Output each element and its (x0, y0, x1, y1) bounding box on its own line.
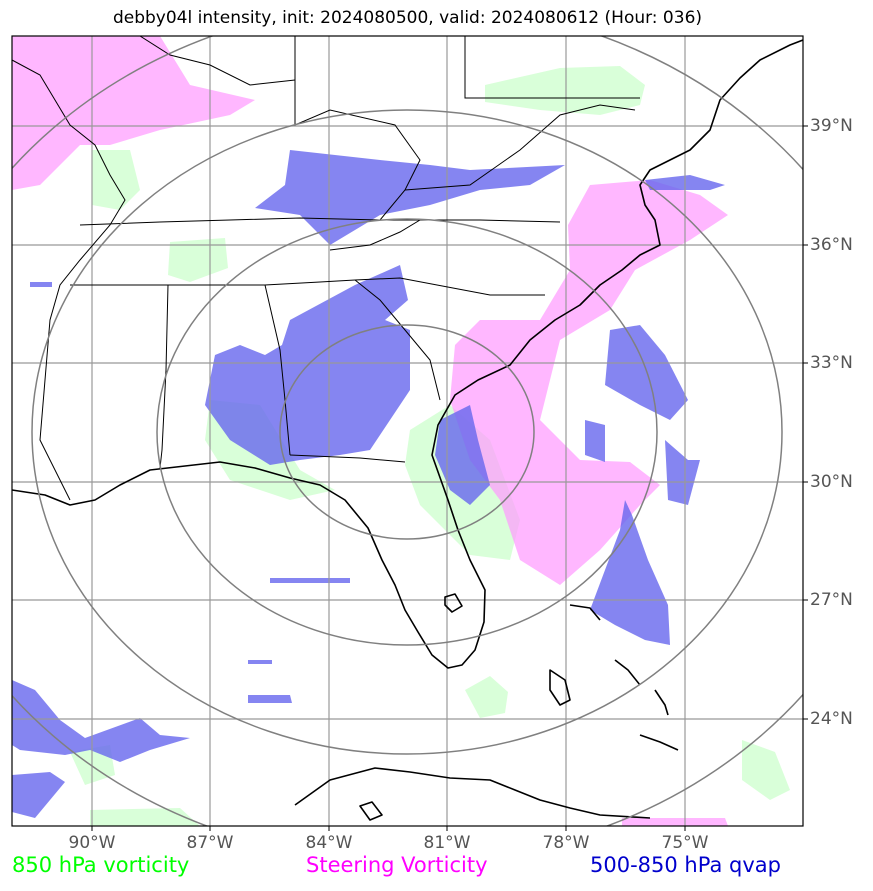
lon-label-87w: 87°W (186, 833, 234, 853)
qvap-area (30, 282, 52, 287)
axis-ticks (91, 125, 808, 831)
qvap-area (585, 420, 605, 462)
steering-vorticity-area (622, 818, 728, 826)
lat-label-27n: 27°N (810, 590, 853, 610)
range-rings (12, 36, 803, 826)
steering-vorticity-area (12, 36, 255, 190)
lon-label-90w: 90°W (68, 833, 116, 853)
qvap-area (12, 772, 65, 818)
graticule (12, 36, 803, 826)
lat-label-24n: 24°N (810, 709, 853, 729)
legend-qvap: 500-850 hPa qvap (590, 853, 781, 877)
map-title: debby04l intensity, init: 2024080500, va… (112, 8, 703, 28)
lon-label-84w: 84°W (305, 833, 353, 853)
qvap-area (255, 150, 565, 245)
vorticity-850-area (742, 740, 790, 800)
qvap-area (590, 500, 670, 645)
vorticity-850-area (92, 150, 140, 210)
lon-label-75w: 75°W (661, 833, 709, 853)
vorticity-850-area (485, 66, 645, 115)
lat-label-39n: 39°N (810, 116, 853, 136)
qvap-area (248, 660, 272, 664)
qvap-area (665, 440, 700, 505)
legend-850-vorticity: 850 hPa vorticity (12, 853, 190, 877)
lon-label-78w: 78°W (542, 833, 590, 853)
vorticity-850-area (465, 676, 508, 718)
steering-vorticity-area (450, 180, 728, 585)
qvap-area (270, 578, 350, 583)
qvap-area (435, 405, 490, 505)
state-borders (12, 36, 640, 501)
lat-label-36n: 36°N (810, 235, 853, 255)
vorticity-850-area (168, 238, 228, 282)
legend-steering-vorticity: Steering Vorticity (306, 853, 488, 877)
qvap-area (12, 680, 190, 762)
map-frame (11, 35, 804, 827)
steering-vorticity-layer (12, 36, 728, 826)
lon-label-81w: 81°W (423, 833, 471, 853)
lat-label-30n: 30°N (810, 472, 853, 492)
qvap-area (248, 695, 292, 703)
lat-label-33n: 33°N (810, 353, 853, 373)
coastlines (12, 39, 803, 821)
